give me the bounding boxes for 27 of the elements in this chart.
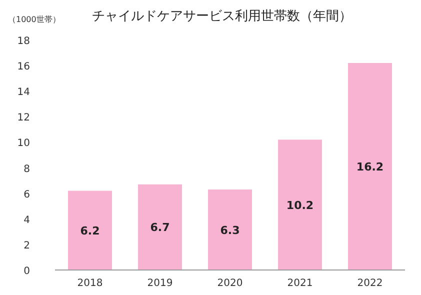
data-label: 16.2	[356, 160, 384, 174]
bar	[278, 140, 322, 270]
bar	[348, 63, 392, 270]
bar	[68, 190, 112, 270]
y-tick-label: 0	[24, 266, 30, 277]
y-tick-label: 18	[17, 36, 30, 47]
y-tick-label: 16	[17, 62, 30, 73]
chart-title: チャイルドケアサービス利用世帯数（年間）	[92, 9, 352, 24]
y-tick-label: 6	[24, 189, 30, 200]
y-tick-label: 4	[24, 214, 30, 226]
y-tick-label: 8	[24, 164, 30, 175]
data-label: 10.2	[286, 198, 314, 212]
x-tick-label: 2022	[357, 278, 383, 289]
x-tick-label: 2020	[217, 278, 243, 289]
x-tick-label: 2018	[77, 278, 103, 289]
data-label: 6.3	[220, 224, 240, 237]
bar	[208, 190, 252, 270]
bar	[138, 184, 182, 270]
x-tick-label: 2021	[287, 278, 313, 289]
y-tick-label: 12	[17, 112, 30, 124]
x-tick-label: 2019	[147, 278, 173, 289]
y-axis-title: （1000世帯）	[8, 15, 60, 24]
y-tick-label: 10	[17, 138, 30, 150]
data-label: 6.2	[80, 224, 100, 238]
y-tick-label: 2	[24, 240, 30, 252]
y-tick-label: 14	[17, 87, 30, 98]
data-label: 6.7	[150, 221, 170, 234]
